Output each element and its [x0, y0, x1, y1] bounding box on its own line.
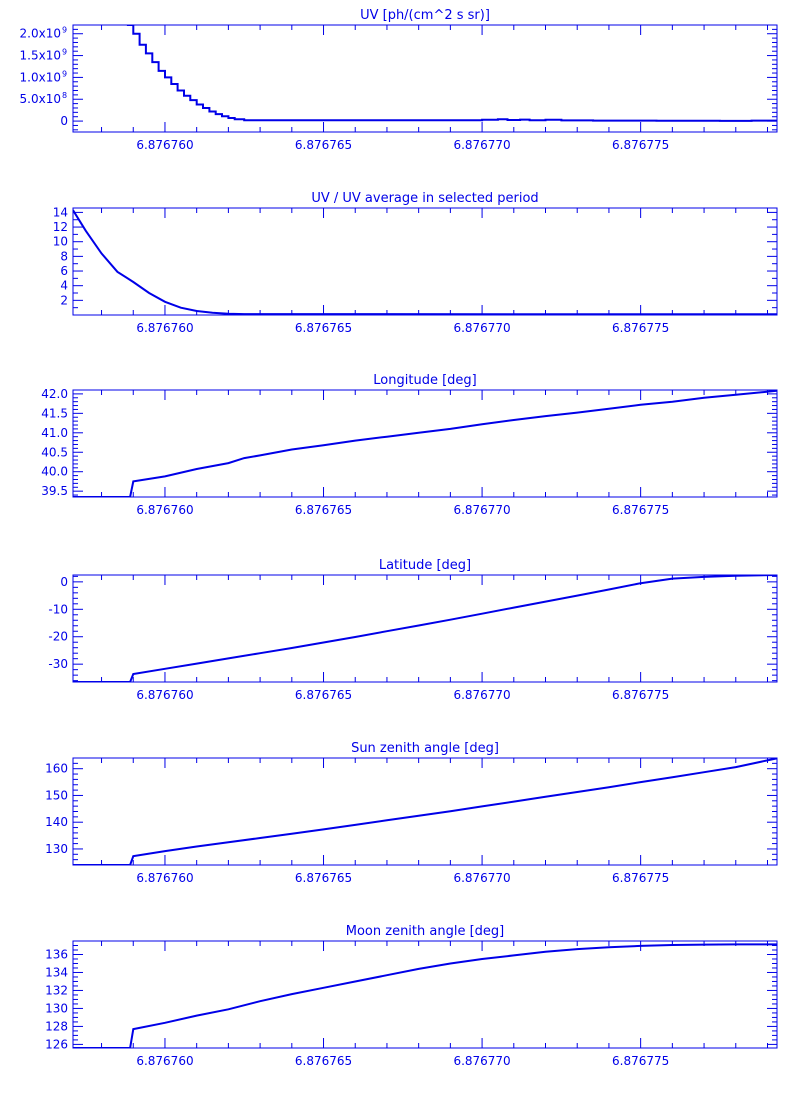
y-tick-label: 42.0: [41, 387, 68, 401]
y-tick-label: 126: [45, 1037, 68, 1051]
y-tick-label: 130: [45, 1001, 68, 1015]
x-tick-label: 6.876760: [136, 1054, 193, 1068]
x-tick-label: 6.876770: [453, 871, 510, 885]
x-tick-label: 6.876765: [295, 688, 352, 702]
x-tick-label: 6.876765: [295, 138, 352, 152]
series-line: [73, 943, 777, 1048]
x-tick-label: 6.876770: [453, 321, 510, 335]
chart-panel-4: Latitude [deg] 6.876760 6.876765 6.876770 6.…: [48, 558, 778, 702]
x-tick-label: 6.876760: [136, 503, 193, 517]
x-tick-label: 6.876765: [295, 503, 352, 517]
y-tick-label: 41.5: [41, 406, 68, 420]
series-line: [126, 25, 777, 122]
y-tick-label: 150: [45, 788, 68, 802]
x-tick-label: 6.876765: [295, 1054, 352, 1068]
x-tick-label: 6.876770: [453, 138, 510, 152]
x-tick-label: 6.876775: [612, 138, 669, 152]
y-tick-exponent: 9: [62, 69, 67, 78]
y-tick-label: -10: [48, 602, 68, 616]
y-tick-label: -30: [48, 657, 68, 671]
y-tick-exponent: 9: [62, 26, 67, 35]
x-tick-label: 6.876760: [136, 688, 193, 702]
chart-title: Moon zenith angle [deg]: [346, 924, 504, 939]
y-tick-label: 40.5: [41, 445, 68, 459]
x-tick-label: 6.876770: [453, 688, 510, 702]
plot-frame: [72, 207, 778, 316]
x-tick-label: 6.876765: [295, 871, 352, 885]
plot-frame: [72, 24, 778, 133]
x-tick-label: 6.876770: [453, 1054, 510, 1068]
y-tick-label: 1.0x10: [20, 70, 61, 84]
y-tick-label: -20: [48, 630, 68, 644]
y-tick-label: 136: [45, 947, 68, 961]
y-tick-label: 0: [60, 575, 68, 589]
y-tick-label: 2: [60, 293, 68, 307]
y-tick-label: 160: [45, 762, 68, 776]
x-tick-label: 6.876775: [612, 871, 669, 885]
y-tick-label: 10: [53, 235, 68, 249]
y-tick-exponent: 9: [62, 48, 67, 57]
chart-title: Latitude [deg]: [379, 558, 471, 573]
series-line: [73, 758, 777, 865]
x-tick-label: 6.876760: [136, 871, 193, 885]
x-tick-label: 6.876775: [612, 688, 669, 702]
y-tick-label: 0: [60, 114, 68, 128]
y-tick-label: 6: [60, 264, 68, 278]
chart-panel-5: Sun zenith angle [deg] 6.876760 6.876765 6.…: [45, 741, 778, 885]
y-tick-label: 4: [60, 279, 68, 293]
y-tick-label: 132: [45, 983, 68, 997]
y-tick-label: 12: [53, 220, 68, 234]
x-tick-label: 6.876770: [453, 503, 510, 517]
y-tick-label: 2.0x10: [20, 27, 61, 41]
x-tick-label: 6.876765: [295, 321, 352, 335]
y-tick-label: 5.0x10: [20, 92, 61, 106]
chart-panel-6: Moon zenith angle [deg] 6.876760 6.876765 6…: [45, 924, 778, 1068]
plot-frame: [72, 574, 778, 683]
y-tick-label: 128: [45, 1019, 68, 1033]
series-line: [73, 390, 777, 497]
y-tick-label: 14: [53, 205, 68, 219]
x-tick-label: 6.876775: [612, 503, 669, 517]
y-tick-label: 134: [45, 965, 68, 979]
x-tick-label: 6.876775: [612, 321, 669, 335]
plot-frame: [72, 940, 778, 1049]
x-tick-label: 6.876775: [612, 1054, 669, 1068]
chart-title: Longitude [deg]: [373, 373, 476, 388]
y-tick-label: 140: [45, 815, 68, 829]
chart-title: Sun zenith angle [deg]: [351, 741, 499, 756]
y-tick-label: 40.0: [41, 465, 68, 479]
chart-panel-1: UV [ph/(cm^2 s sr)] 6.876760 6.876765 6.876…: [20, 8, 778, 152]
chart-title: UV [ph/(cm^2 s sr)]: [360, 8, 490, 23]
y-tick-label: 8: [60, 249, 68, 263]
x-tick-label: 6.876760: [136, 138, 193, 152]
chart-panel-2: UV / UV average in selected period 6.8767…: [53, 191, 778, 335]
series-line: [73, 209, 777, 315]
chart-title: UV / UV average in selected period: [311, 191, 538, 206]
plot-frame: [72, 389, 778, 498]
y-tick-label: 41.0: [41, 426, 68, 440]
y-tick-label: 39.5: [41, 484, 68, 498]
y-tick-label: 1.5x10: [20, 49, 61, 63]
chart-panel-3: Longitude [deg] 6.876760 6.876765 6.876770 6…: [41, 373, 778, 517]
y-tick-exponent: 8: [62, 91, 67, 100]
x-tick-label: 6.876760: [136, 321, 193, 335]
y-tick-label: 130: [45, 842, 68, 856]
series-line: [73, 575, 777, 682]
